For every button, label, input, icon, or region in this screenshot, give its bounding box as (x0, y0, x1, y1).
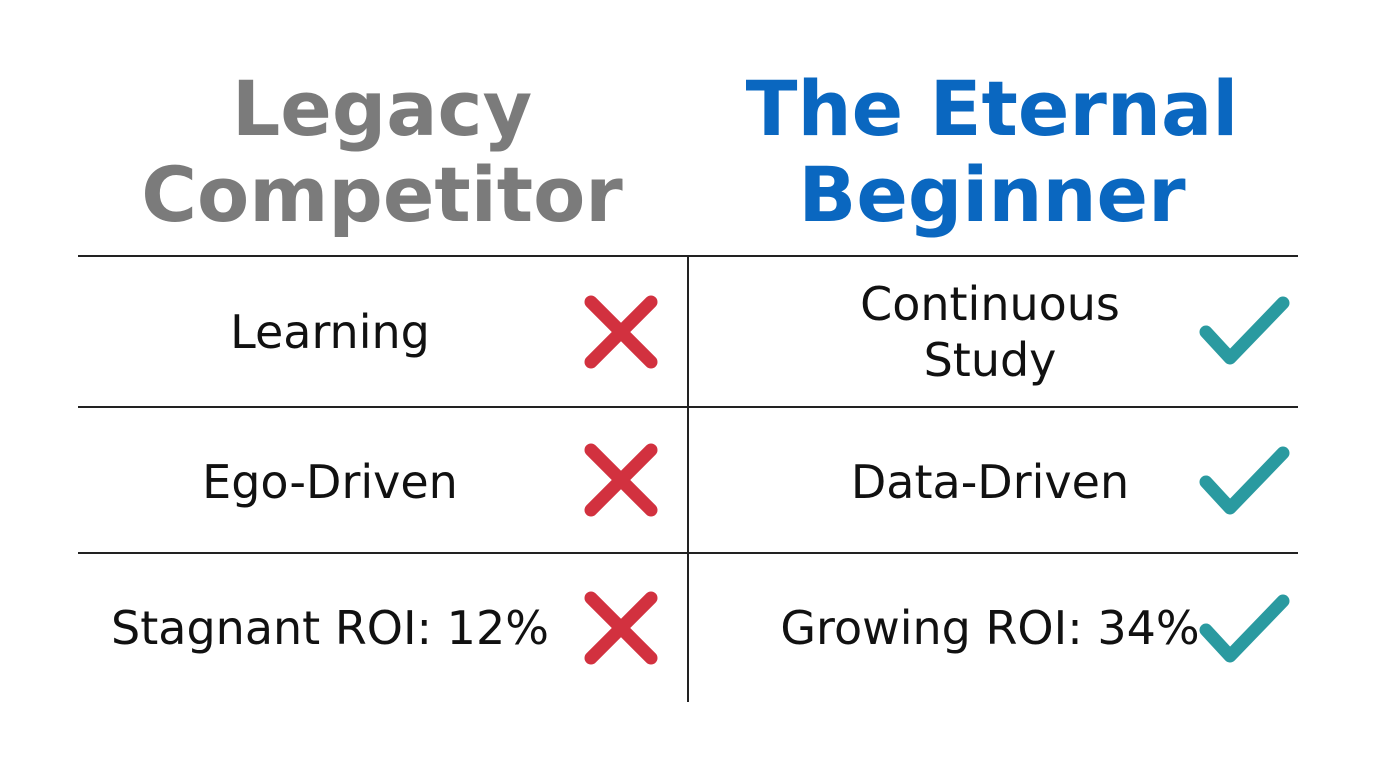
row-label: Ego-Driven (202, 455, 458, 509)
check-icon (1199, 594, 1290, 663)
column-title: Legacy Competitor (141, 64, 623, 239)
grid (78, 255, 1298, 702)
cross-icon (584, 295, 658, 369)
row-label: Learning (230, 305, 430, 359)
row-label: Stagnant ROI: 12% (111, 601, 549, 655)
row-label: Growing ROI: 34% (780, 601, 1200, 655)
check-icons (1199, 296, 1290, 663)
column-title: The Eternal Beginner (745, 64, 1239, 239)
cross-icons (584, 295, 658, 665)
cross-icon (584, 591, 658, 665)
cross-icon (584, 443, 658, 517)
check-icon (1199, 446, 1290, 515)
check-icon (1199, 296, 1290, 365)
row-label: Data-Driven (850, 455, 1130, 509)
row-label: Continuous Study (860, 277, 1120, 387)
